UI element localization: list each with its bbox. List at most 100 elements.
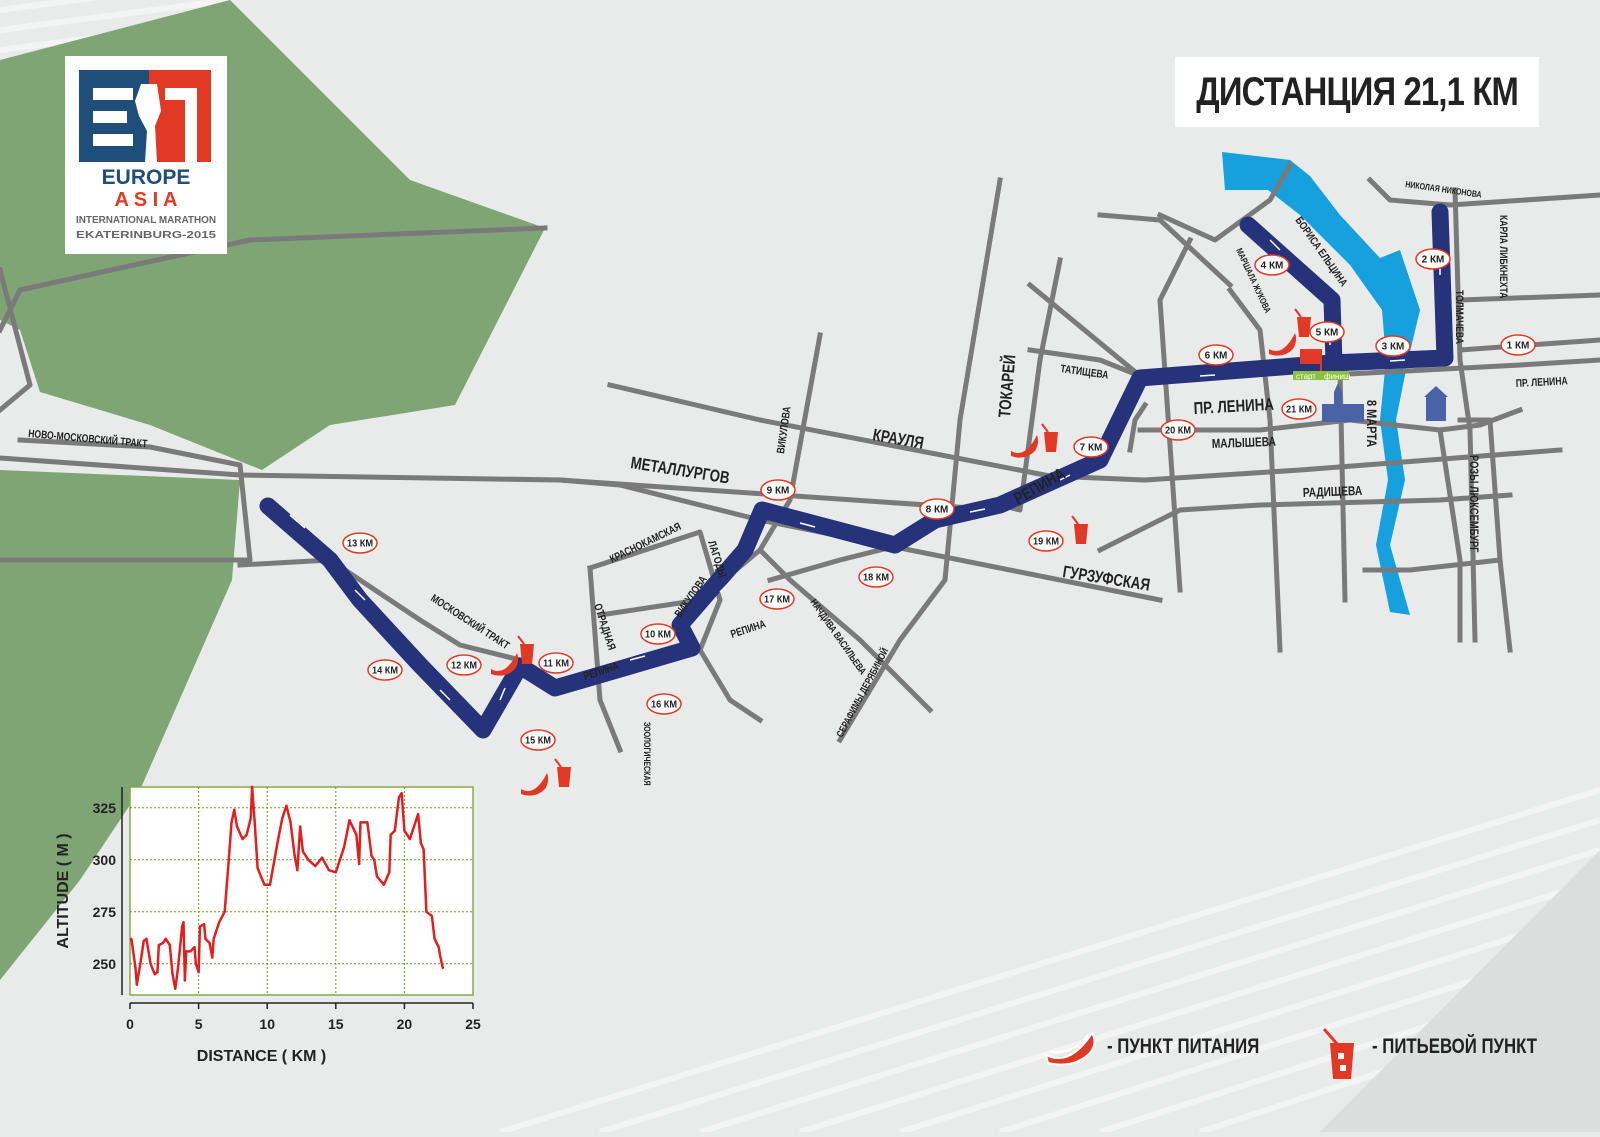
altitude-point — [281, 817, 284, 820]
altitude-point — [268, 883, 272, 886]
altitude-point — [153, 973, 156, 976]
altitude-point — [388, 871, 391, 874]
legend-drink-label: - ПИТЬЕВОЙ ПУНКТ — [1372, 1035, 1538, 1058]
background-shade — [1320, 850, 1600, 1132]
street-label: ПР. ЛЕНИНА — [1193, 395, 1274, 418]
altitude-point — [164, 937, 167, 941]
altitude-point — [433, 937, 436, 941]
elevation-chart: 0 5 10 15 20 25 250 275 300 325 DISTANCE ( KM ) ALT… — [55, 785, 481, 1065]
x-tick-label: 10 — [259, 1016, 275, 1032]
altitude-point — [357, 862, 361, 866]
km-marker: 14 КМ — [367, 659, 403, 681]
km-marker-label: 10 КМ — [645, 630, 671, 641]
altitude-point — [157, 943, 161, 947]
km-marker-label: 19 КМ — [1033, 537, 1059, 548]
altitude-point — [403, 829, 406, 832]
x-tick-label: 0 — [126, 1016, 134, 1032]
altitude-point — [171, 973, 174, 976]
drink-cup-icon — [1041, 423, 1058, 452]
altitude-point — [208, 941, 211, 945]
street-label: СЕРАФИМЫ ДЕРЯБИНОЙ — [833, 646, 891, 740]
altitude-point — [414, 821, 417, 824]
altitude-point — [393, 829, 396, 832]
y-axis-label: ALTITUDE ( M ) — [55, 833, 72, 948]
altitude-point — [223, 910, 226, 913]
logo-asia-text: A S I A — [115, 189, 178, 211]
drink-cup-icon — [517, 635, 534, 664]
altitude-point — [249, 817, 252, 820]
plot-area — [129, 786, 474, 996]
altitude-point — [327, 869, 331, 872]
street-label: РАДИЩЕВА — [1303, 483, 1363, 500]
altitude-point — [348, 819, 351, 822]
altitude-point — [359, 821, 362, 824]
km-marker-label: 17 КМ — [764, 595, 790, 606]
altitude-point — [204, 937, 207, 941]
park-area-west — [0, 470, 240, 980]
altitude-point — [156, 970, 159, 974]
banana-icon — [1011, 435, 1039, 458]
altitude-point — [382, 883, 386, 886]
km-marker: 20 КМ — [1160, 419, 1196, 441]
street-label: ТОЛМАЧЕВА — [1453, 290, 1465, 344]
altitude-point — [422, 848, 425, 851]
altitude-point — [168, 943, 171, 947]
logo: EUROPE A S I A INTERNATIONAL MARATHON EK… — [65, 56, 227, 254]
altitude-point — [235, 825, 239, 828]
street-label: МЕТАЛЛУРГОВ — [629, 453, 731, 487]
altitude-point — [373, 858, 376, 861]
km-marker-label: 14 КМ — [372, 666, 398, 677]
logo-subtitle: INTERNATIONAL MARATHON — [76, 215, 216, 226]
river — [1222, 152, 1420, 615]
street-label: 8 МАРТА — [1364, 400, 1380, 447]
drink-cup-icon — [554, 758, 571, 787]
km-marker: 18 КМ — [858, 566, 894, 588]
x-tick-label: 15 — [328, 1016, 344, 1032]
altitude-point — [375, 875, 379, 878]
street-label: ТАТИЩЕВА — [1060, 363, 1110, 382]
altitude-point — [193, 945, 196, 949]
km-marker: 11 КМ — [538, 652, 574, 674]
drink-cup-icon — [1322, 1028, 1354, 1079]
altitude-point — [233, 808, 236, 812]
km-marker-label: 7 КМ — [1080, 443, 1103, 454]
altitude-point — [176, 966, 180, 970]
altitude-point — [250, 785, 254, 789]
km-marker-label: 11 КМ — [543, 659, 569, 670]
banana-icon — [1269, 333, 1297, 356]
km-marker: 21 КМ — [1281, 398, 1317, 420]
altitude-point — [408, 837, 412, 841]
altitude-point — [135, 983, 139, 986]
altitude-point — [174, 987, 177, 990]
x-tick-label: 25 — [465, 1016, 481, 1032]
altitude-point — [366, 821, 369, 824]
altitude-point — [293, 854, 296, 857]
altitude-point — [183, 979, 187, 982]
street-label: ВИКУЛОВА — [775, 406, 793, 455]
km-marker: 8 КМ — [919, 498, 955, 520]
start-finish-marker: старт финиш — [1293, 349, 1350, 381]
drink-cup-icon — [1294, 308, 1311, 337]
altitude-point — [194, 962, 198, 965]
altitude-point — [145, 937, 148, 941]
km-marker-label: 12 КМ — [451, 661, 477, 672]
city-hall-icon — [1322, 383, 1364, 422]
altitude-point — [370, 854, 373, 857]
altitude-point — [438, 954, 442, 957]
altitude-point — [134, 966, 137, 970]
altitude-point — [130, 937, 133, 941]
altitude-point — [355, 833, 358, 837]
km-marker-label: 20 КМ — [1165, 426, 1191, 437]
altitude-point — [416, 812, 420, 816]
chart-area: 0 5 10 15 20 25 250 275 300 325 DISTANCE ( KM ) ALT… — [55, 785, 481, 1065]
street-label: ЗООЛОГИЧЕСКАЯ — [642, 722, 652, 786]
altitude-point — [241, 837, 244, 841]
altitude-point — [307, 858, 310, 861]
altitude-point — [256, 866, 259, 870]
y-tick-label: 300 — [93, 852, 117, 868]
altitude-point — [397, 796, 401, 799]
altitude-point — [161, 941, 165, 945]
altitude-point — [425, 910, 428, 913]
altitude-point — [197, 970, 200, 974]
